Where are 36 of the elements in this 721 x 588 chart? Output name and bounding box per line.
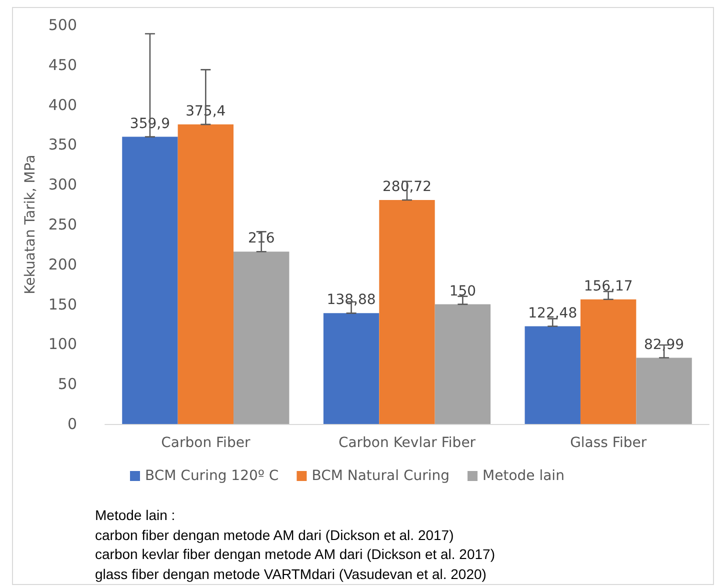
data-label: 122,48	[528, 305, 578, 322]
y-tick-label: 300	[48, 176, 77, 194]
bar	[122, 136, 178, 424]
text: Metode lain :	[95, 506, 176, 525]
y-tick-label: 500	[48, 16, 77, 34]
bar	[323, 313, 380, 424]
bar	[178, 124, 234, 424]
data-label: 138,88	[326, 292, 376, 308]
y-tick-label: 400	[48, 96, 77, 114]
y-axis-title: Kekuatan Tarik, MPa	[22, 154, 38, 294]
x-tick-label: Glass Fiber	[570, 435, 647, 451]
bar	[234, 252, 290, 424]
y-tick-label: 450	[48, 56, 77, 74]
y-tick-label: 100	[48, 335, 77, 354]
data-label: 82,99	[644, 336, 684, 353]
y-tick-label: 350	[48, 136, 77, 154]
y-tick-label: 200	[48, 255, 77, 274]
legend-label: BCM Curing 120º C	[145, 468, 279, 484]
bar	[434, 304, 491, 424]
x-tick-label: Carbon Kevlar Fiber	[338, 435, 476, 451]
bar	[636, 358, 692, 424]
bar	[379, 200, 435, 424]
data-label: 156,17	[584, 278, 633, 294]
text: carbon kevlar fiber dengan metode AM dari (Dickson et al. 2017)	[95, 545, 495, 564]
y-tick-label: 250	[48, 216, 77, 234]
x-tick-label: Carbon Fiber	[161, 435, 250, 451]
bar	[580, 299, 636, 424]
y-tick-label: 150	[48, 295, 77, 314]
text: glass fiber dengan metode VARTMdari (Vasudevan et al. 2020)	[95, 564, 488, 584]
bar	[524, 326, 580, 424]
y-tick-label: 0	[67, 415, 77, 433]
y-tick-label: 50	[58, 375, 77, 394]
legend-label: BCM Natural Curing	[312, 468, 450, 484]
data-label: 150	[449, 283, 476, 300]
legend-label: Metode lain	[482, 468, 564, 484]
text: carbon fiber dengan metode AM dari (Dickson et al. 2017)	[95, 526, 455, 545]
